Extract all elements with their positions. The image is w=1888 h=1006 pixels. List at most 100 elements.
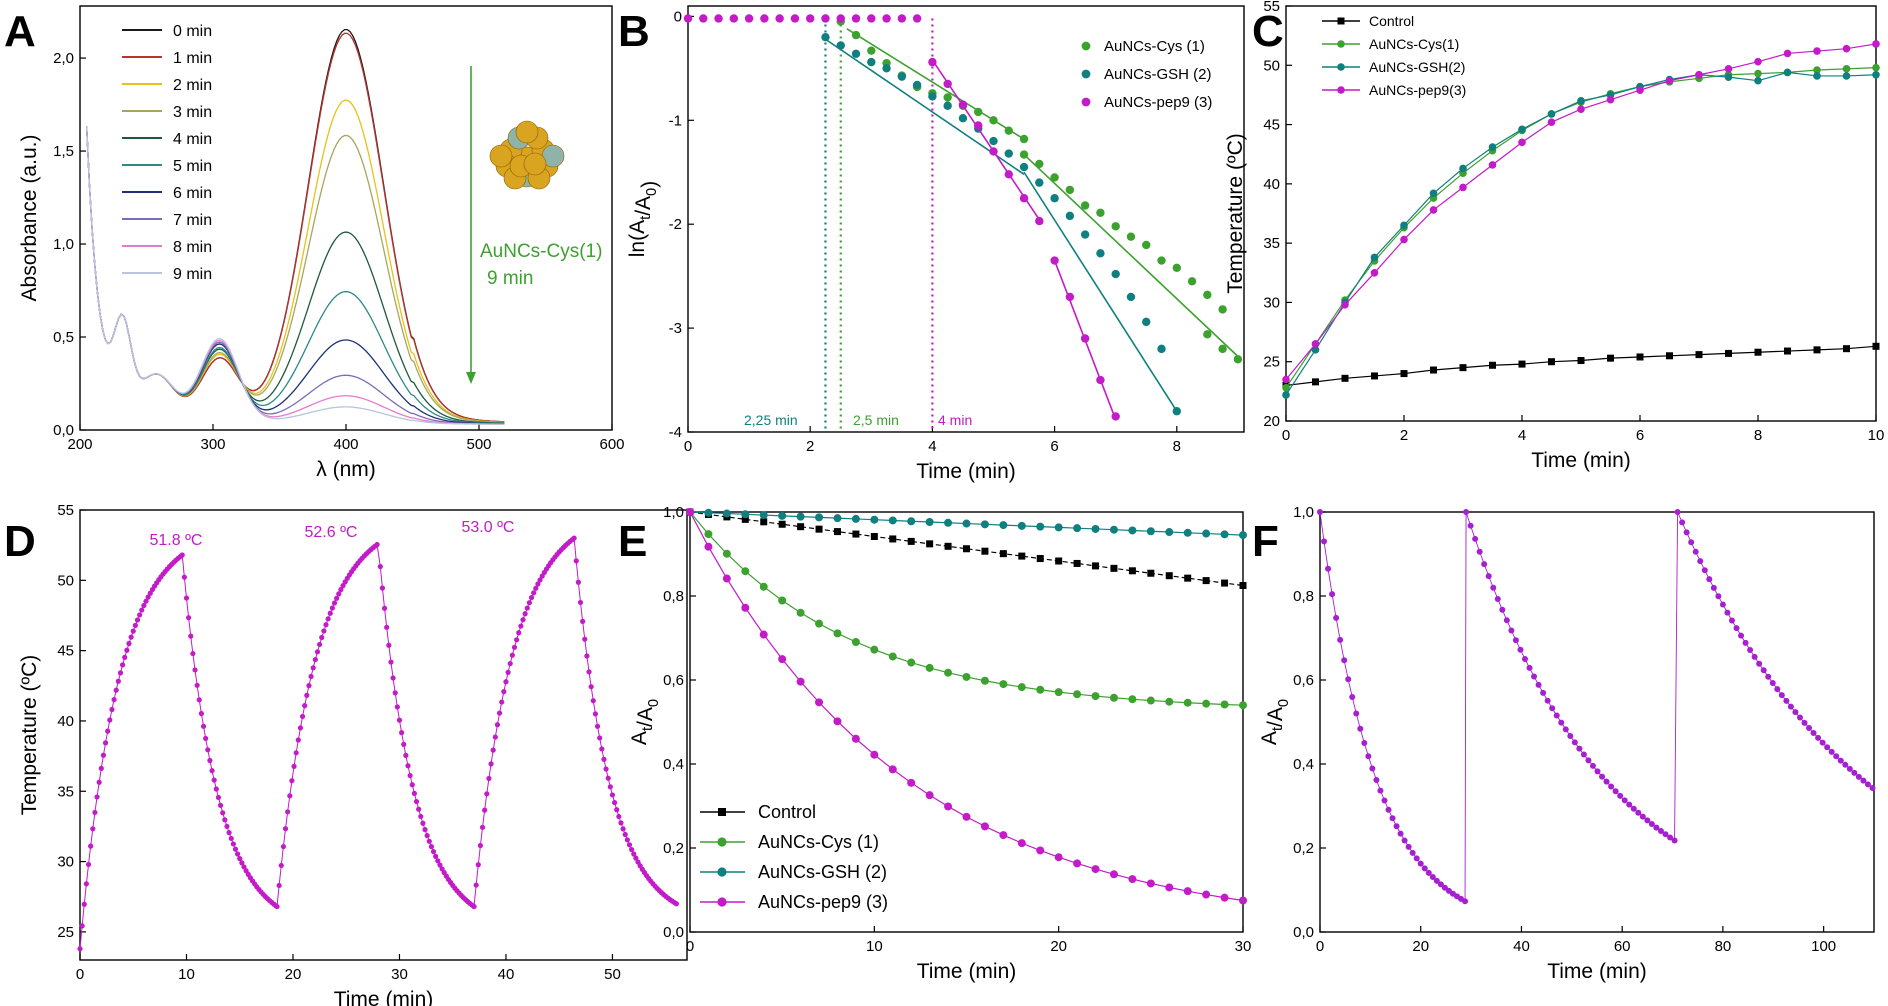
data-point <box>1787 703 1794 710</box>
data-point <box>1846 765 1853 772</box>
data-point <box>722 509 731 518</box>
legend-label: AuNCs-Cys(1) <box>1369 36 1459 52</box>
data-point <box>533 585 539 591</box>
data-point <box>833 514 842 523</box>
y-tick-label: 0,2 <box>1293 840 1314 857</box>
spectrum-line <box>86 126 505 425</box>
data-point <box>1055 557 1063 565</box>
data-point <box>962 519 971 528</box>
data-point <box>1311 340 1320 348</box>
data-point <box>1494 595 1501 602</box>
data-point <box>1756 660 1763 667</box>
series-line <box>1285 67 1877 389</box>
data-point <box>1796 714 1803 721</box>
data-point <box>1239 531 1247 540</box>
legend-label: AuNCs-GSH (2) <box>1104 66 1212 83</box>
data-point <box>1490 584 1497 591</box>
data-point <box>139 607 145 613</box>
data-point <box>471 903 477 910</box>
data-point <box>815 619 824 628</box>
data-point <box>1481 561 1488 568</box>
data-point <box>624 837 630 843</box>
data-point <box>1202 699 1211 708</box>
data-point <box>1617 792 1624 799</box>
data-point <box>217 802 224 808</box>
data-point <box>1842 761 1849 768</box>
data-point <box>759 582 768 591</box>
data-point <box>683 14 693 23</box>
data-point <box>1630 805 1637 812</box>
data-point <box>1341 301 1349 309</box>
data-point <box>1657 827 1664 834</box>
data-point <box>117 670 124 676</box>
data-point <box>1864 781 1871 788</box>
x-tick-label: 4 <box>1518 427 1526 444</box>
data-point <box>1126 292 1136 302</box>
data-point <box>1558 719 1565 726</box>
data-point <box>821 14 830 23</box>
data-point <box>1018 552 1026 560</box>
data-point <box>1050 173 1059 182</box>
data-point <box>109 706 115 713</box>
data-point <box>79 923 85 929</box>
data-point <box>704 542 713 551</box>
legend-label: AuNCs-Cys (1) <box>758 832 879 852</box>
y-tick-label: 30 <box>1263 294 1280 311</box>
data-point <box>944 668 953 677</box>
legend-label: AuNCs-pep9 (3) <box>1104 94 1212 111</box>
legend-marker <box>1337 86 1345 94</box>
data-point <box>790 14 800 23</box>
data-point <box>1357 725 1364 732</box>
data-point <box>1333 614 1340 621</box>
data-point <box>1801 719 1808 726</box>
data-point <box>622 831 628 838</box>
plot-frame <box>687 5 1245 433</box>
data-point <box>1371 372 1378 380</box>
data-point <box>889 535 897 543</box>
data-point <box>1754 76 1762 85</box>
data-point <box>1397 830 1404 837</box>
data-point <box>1377 787 1384 794</box>
data-point <box>999 521 1008 530</box>
data-point <box>334 595 340 601</box>
data-point <box>907 517 916 526</box>
data-point <box>704 508 713 517</box>
data-point <box>870 645 879 654</box>
data-point <box>77 946 83 952</box>
data-point <box>577 599 584 606</box>
data-point <box>586 669 592 675</box>
data-point <box>232 846 239 852</box>
legend-label: Control <box>758 802 816 822</box>
data-point <box>237 855 243 862</box>
data-point <box>759 630 768 639</box>
data-point <box>912 80 922 90</box>
data-point <box>285 809 291 815</box>
data-point <box>1429 206 1438 214</box>
data-point <box>1463 509 1470 515</box>
y-tick-label: 35 <box>1263 235 1280 252</box>
data-point <box>699 14 708 23</box>
data-point <box>188 633 194 639</box>
x-tick-label: 30 <box>1235 938 1252 955</box>
data-point <box>944 802 953 811</box>
data-point <box>580 618 586 624</box>
data-point <box>190 650 196 657</box>
data-point <box>1036 685 1045 694</box>
data-point <box>1792 709 1799 716</box>
y-tick-label: 45 <box>1263 117 1280 134</box>
data-point <box>1110 564 1118 572</box>
fit-line <box>846 28 1028 142</box>
data-point <box>1080 230 1090 239</box>
data-point <box>1751 653 1758 660</box>
data-point <box>1433 877 1440 884</box>
data-point <box>1073 859 1082 868</box>
data-point <box>897 72 907 81</box>
data-point <box>1239 582 1247 589</box>
data-point <box>1036 846 1045 855</box>
y-axis-label: Temperature (ºC) <box>1224 133 1247 294</box>
data-point <box>888 516 897 525</box>
data-point <box>1733 625 1740 632</box>
data-point <box>1096 208 1105 217</box>
legend-label: 8 min <box>173 239 212 256</box>
data-point <box>520 617 526 623</box>
